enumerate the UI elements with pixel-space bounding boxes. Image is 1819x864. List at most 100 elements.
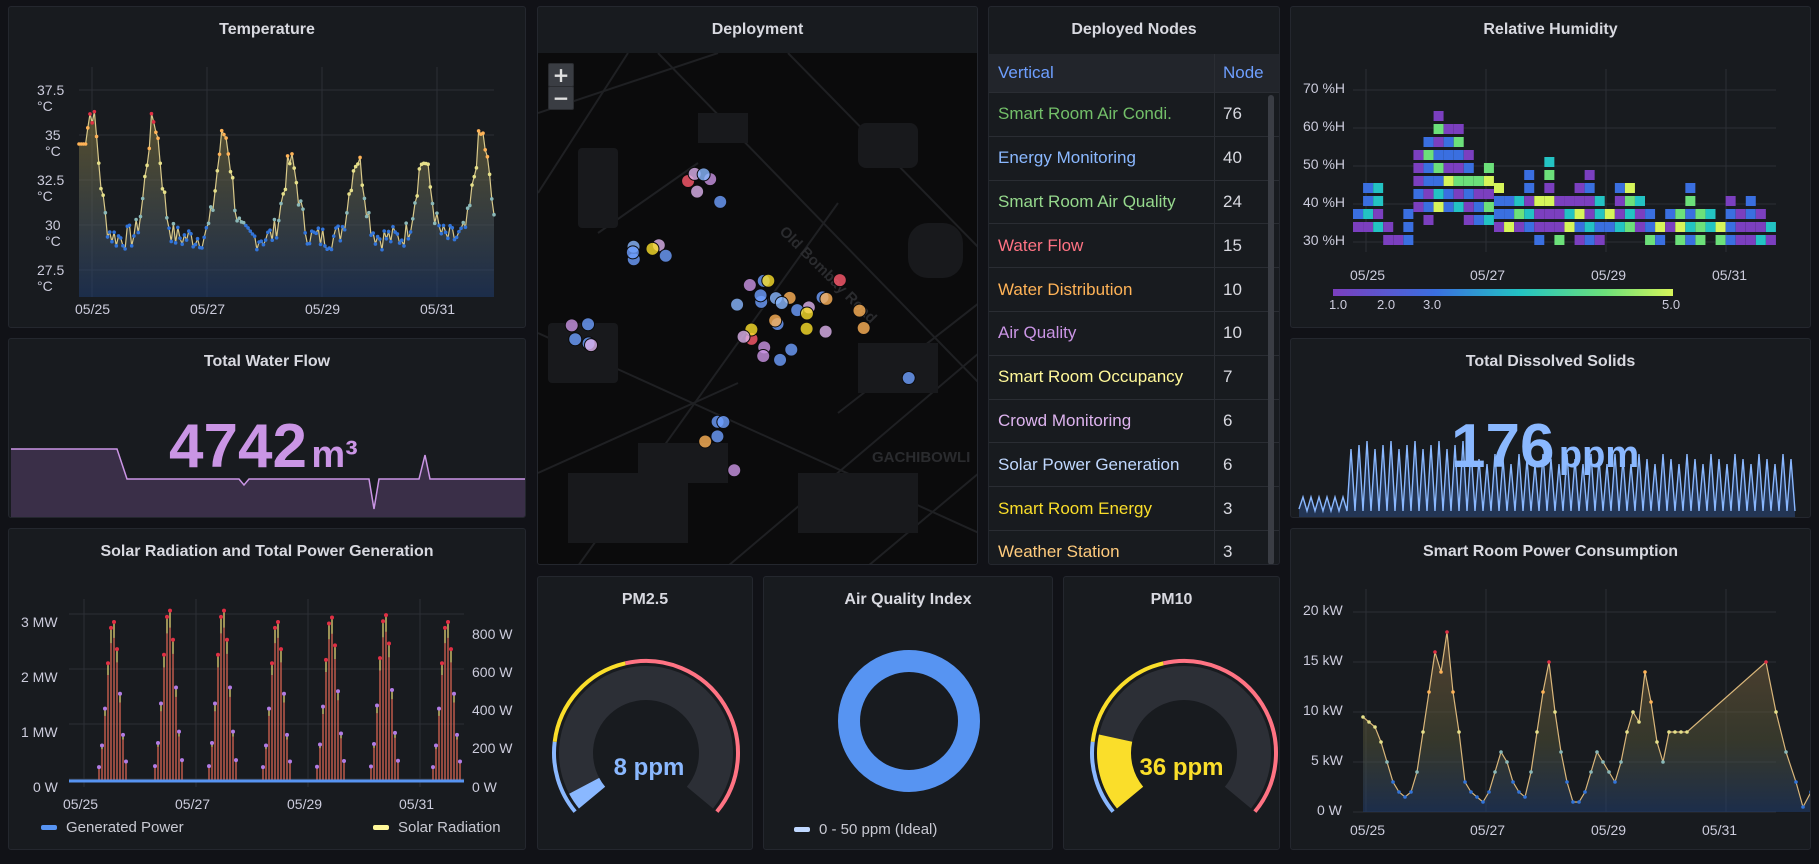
table-row[interactable]: Air Quality 10 bbox=[989, 310, 1279, 355]
solar-xtick: 05/27 bbox=[175, 796, 211, 812]
power-ytick: 20 kW bbox=[1303, 602, 1343, 618]
vertical-cell: Solar Power Generation bbox=[989, 443, 1215, 487]
temp-xtick: 05/31 bbox=[420, 301, 456, 317]
table-row[interactable]: Weather Station 3 bbox=[989, 529, 1279, 564]
temp-xtick: 05/25 bbox=[75, 301, 111, 317]
node-count-cell: 24 bbox=[1223, 191, 1242, 211]
node-column-header[interactable]: Node bbox=[1223, 63, 1264, 82]
humidity-heatmap[interactable] bbox=[1291, 7, 1811, 328]
tds-sparkline bbox=[1298, 440, 1796, 517]
solar-ytick-right: 0 W bbox=[472, 779, 497, 795]
vertical-cell: Energy Monitoring bbox=[989, 136, 1215, 180]
legend-solar-radiation[interactable]: Solar Radiation bbox=[373, 819, 501, 836]
nodes-table-scrollbar[interactable] bbox=[1268, 95, 1274, 564]
vertical-cell: Crowd Monitoring bbox=[989, 399, 1215, 443]
deployment-title: Deployment bbox=[711, 21, 804, 38]
zoom-out-button[interactable]: − bbox=[548, 86, 574, 110]
aqi-legend[interactable]: 0 - 50 ppm (Ideal) bbox=[794, 821, 937, 838]
aqi-donut-ring[interactable] bbox=[838, 650, 980, 792]
power-ytick: 15 kW bbox=[1303, 652, 1343, 668]
table-row[interactable]: Smart Room Air Quality 24 bbox=[989, 179, 1279, 224]
tds-panel: Total Dissolved Solids 176 ppm bbox=[1290, 338, 1811, 518]
water-flow-panel: Total Water Flow 4742 m³ bbox=[8, 338, 526, 518]
table-row[interactable]: Energy Monitoring 40 bbox=[989, 135, 1279, 180]
table-row[interactable]: Crowd Monitoring 6 bbox=[989, 398, 1279, 443]
pm10-title: PM10 bbox=[1150, 591, 1193, 608]
tds-unit: ppm bbox=[1558, 434, 1640, 476]
power-panel: Smart Room Power Consumption 20 kW 15 kW… bbox=[1290, 528, 1811, 850]
vertical-cell: Smart Room Energy bbox=[989, 487, 1215, 530]
vertical-cell: Weather Station bbox=[989, 530, 1215, 564]
table-row[interactable]: Smart Room Air Condi. 76 bbox=[989, 92, 1279, 136]
vertical-cell: Water Distribution bbox=[989, 268, 1215, 311]
node-count-cell: 3 bbox=[1223, 542, 1233, 562]
temperature-chart[interactable] bbox=[9, 7, 526, 328]
solar-ytick-right: 200 W bbox=[472, 740, 513, 756]
tds-number: 176 bbox=[1451, 412, 1555, 481]
hum-xtick: 05/31 bbox=[1712, 267, 1748, 283]
pm10-panel: PM10 36 ppm bbox=[1063, 576, 1280, 850]
power-title: Smart Room Power Consumption bbox=[1422, 543, 1679, 560]
table-row[interactable]: Smart Room Occupancy 7 bbox=[989, 354, 1279, 399]
legend-generated-power[interactable]: Generated Power bbox=[41, 819, 184, 836]
map-area-label: GACHIBOWLI bbox=[872, 449, 971, 466]
power-chart[interactable] bbox=[1291, 529, 1811, 850]
hum-scale-tick: 2.0 bbox=[1377, 297, 1396, 312]
node-count-cell: 10 bbox=[1223, 323, 1242, 343]
solar-panel: Solar Radiation and Total Power Generati… bbox=[8, 528, 526, 850]
solar-ytick-right: 600 W bbox=[472, 664, 513, 680]
solar-xtick: 05/31 bbox=[399, 796, 435, 812]
temp-ytick: 30 °C bbox=[45, 217, 61, 249]
table-row[interactable]: Water Distribution 10 bbox=[989, 267, 1279, 311]
solar-xtick: 05/25 bbox=[63, 796, 99, 812]
aqi-panel: Air Quality Index 0 - 50 ppm (Ideal) bbox=[763, 576, 1053, 850]
temperature-title: Temperature bbox=[219, 21, 315, 38]
water-flow-title: Total Water Flow bbox=[203, 353, 331, 370]
zoom-in-button[interactable]: + bbox=[548, 63, 574, 87]
hum-ytick: 60 %H bbox=[1303, 118, 1346, 134]
vertical-column-header[interactable]: Vertical bbox=[989, 54, 1215, 92]
humidity-panel: Relative Humidity 70 %H 60 %H 50 %H 40 %… bbox=[1290, 6, 1811, 328]
table-row[interactable]: Smart Room Energy 3 bbox=[989, 486, 1279, 530]
power-xtick: 05/31 bbox=[1702, 822, 1738, 838]
table-row[interactable]: Solar Power Generation 6 bbox=[989, 442, 1279, 487]
aqi-legend-label: 0 - 50 ppm (Ideal) bbox=[819, 821, 938, 838]
hum-ytick: 40 %H bbox=[1303, 194, 1346, 210]
solar-ytick-left: 0 W bbox=[33, 779, 58, 795]
vertical-cell: Water Flow bbox=[989, 224, 1215, 268]
pm25-title: PM2.5 bbox=[621, 591, 669, 608]
vertical-cell: Smart Room Occupancy bbox=[989, 355, 1215, 399]
table-row[interactable]: Water Flow 15 bbox=[989, 223, 1279, 268]
hum-xtick: 05/25 bbox=[1350, 267, 1386, 283]
node-count-cell: 7 bbox=[1223, 367, 1233, 387]
hum-scale-tick: 3.0 bbox=[1423, 297, 1442, 312]
power-xtick: 05/29 bbox=[1591, 822, 1627, 838]
map-streets bbox=[538, 53, 977, 564]
pm10-value: 36 ppm bbox=[1139, 754, 1224, 781]
temp-ytick: 27.5 °C bbox=[37, 262, 65, 294]
hum-scale-tick: 1.0 bbox=[1329, 297, 1348, 312]
power-ytick: 0 W bbox=[1317, 802, 1342, 818]
deployment-map[interactable]: + − Old Bombay Road GACHIBOWLI bbox=[538, 53, 977, 564]
solar-ytick-left: 2 MW bbox=[21, 669, 58, 685]
map-markers[interactable] bbox=[538, 53, 978, 565]
pm10-gauge bbox=[1090, 659, 1278, 813]
water-flow-value: 4742 m³ bbox=[169, 411, 358, 482]
legend-label: Solar Radiation bbox=[398, 819, 501, 836]
aqi-donut[interactable] bbox=[764, 577, 1053, 850]
power-ytick: 5 kW bbox=[1311, 752, 1343, 768]
solar-xtick: 05/29 bbox=[287, 796, 323, 812]
solar-ytick-left: 3 MW bbox=[21, 614, 58, 630]
water-flow-number: 4742 bbox=[169, 412, 307, 481]
solar-ytick-right: 800 W bbox=[472, 626, 513, 642]
vertical-cell: Air Quality bbox=[989, 311, 1215, 355]
power-ytick: 10 kW bbox=[1303, 702, 1343, 718]
power-xtick: 05/27 bbox=[1470, 822, 1506, 838]
deployed-nodes-title: Deployed Nodes bbox=[1071, 21, 1197, 38]
aqi-title: Air Quality Index bbox=[844, 591, 972, 608]
pm25-gauge bbox=[552, 659, 740, 813]
hum-xtick: 05/27 bbox=[1470, 267, 1506, 283]
tds-value: 176 ppm bbox=[1451, 411, 1639, 482]
vertical-cell: Smart Room Air Quality bbox=[989, 180, 1215, 224]
solar-chart[interactable] bbox=[9, 529, 526, 850]
